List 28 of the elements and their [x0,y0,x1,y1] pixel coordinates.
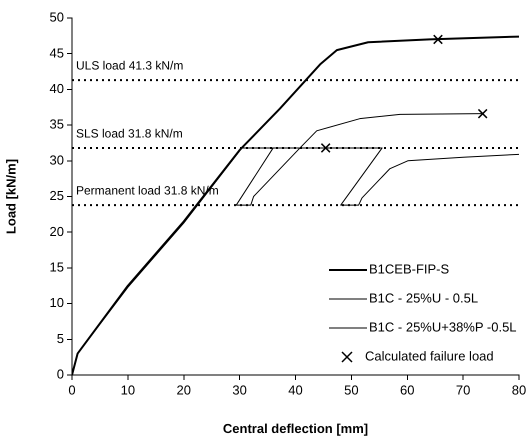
y-tick-label: 50 [50,10,64,25]
y-tick-label: 25 [50,188,64,204]
legend-label: B1C - 25%U+38%P -0.5L [369,320,517,335]
y-tick-label: 45 [50,45,64,60]
y-tick-label: 20 [50,224,64,239]
x-tick-label: 0 [68,382,76,398]
y-tick-label: 0 [56,366,64,382]
x-tick-label: 50 [344,382,359,398]
y-tick-label: 5 [56,330,64,346]
x-axis-title: Central deflection [mm] [222,420,368,436]
y-tick-label: 35 [50,116,64,132]
y-tick-label: 30 [50,152,64,168]
x-tick-label: 20 [176,382,191,398]
y-tick-label: 40 [50,80,64,96]
x-tick-label: 70 [456,382,470,398]
y-tick-label: 15 [50,259,64,274]
x-tick-label: 30 [232,382,247,398]
x-tick-label: 60 [400,382,414,398]
legend-label: B1C - 25%U - 0.5L [369,290,478,306]
y-tick-label: 10 [50,295,64,310]
ref-line-label: SLS load 31.8 kN/m [76,126,183,140]
y-axis-title: Load [kN/m] [3,158,18,234]
legend-label: Calculated failure load [365,348,494,364]
legend-label: B1CEB-FIP-S [369,262,450,277]
x-tick-label: 10 [120,382,136,398]
x-tick-label: 80 [512,382,526,398]
x-tick-label: 40 [288,382,303,398]
ref-line-label: ULS load 41.3 kN/m [76,58,184,72]
